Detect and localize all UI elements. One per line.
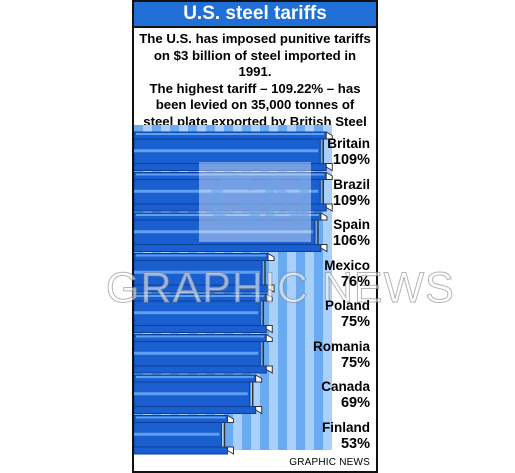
bar-chart (134, 125, 333, 455)
steel-bar-highlight (136, 376, 254, 378)
subtitle-line-4: been levied on 35,000 tonnes of (155, 97, 355, 112)
bar-category-label: Brazil (333, 176, 370, 192)
credit-text: GRAPHIC NEWS (289, 457, 370, 468)
bar-category-label: Poland (324, 298, 370, 313)
subtitle-line-3: The highest tariff – 109.22% – has (149, 80, 361, 96)
steel-bar-highlight (136, 173, 325, 176)
infographic-frame: U.S. steel tariffs The U.S. has imposed … (106, 0, 454, 473)
steel-bar-end (267, 252, 275, 293)
bar-value-label: 109% (332, 192, 370, 209)
bar-label: Finland 53% (322, 420, 370, 452)
steel-bar-web-highlight (134, 311, 259, 315)
background-stripe (314, 125, 323, 450)
watermark-logo-box (199, 162, 311, 242)
bar-label: Britain 109% (327, 136, 370, 168)
background-stripe (296, 125, 305, 450)
steel-bar-web-highlight (134, 189, 319, 193)
bar-category-label: Romania (312, 338, 370, 354)
background-stripe (305, 125, 314, 450)
steel-bar-flange (134, 446, 228, 455)
steel-bar-highlight (136, 295, 265, 297)
background-stripe (323, 125, 332, 450)
steel-bar-highlight (136, 254, 267, 257)
subtitle-line-1: The U.S. has imposed punitive tariffs (139, 31, 371, 46)
bar-label: Spain 106% (333, 217, 370, 249)
bar-category-label: Finland (322, 419, 370, 435)
bar-category-label: Spain (333, 217, 370, 232)
steel-bar-highlight (136, 214, 319, 216)
bar-value-label: 69% (340, 395, 370, 411)
steel-bar-flange (134, 325, 267, 333)
chart-subtitle: The U.S. has imposed punitive tariffs on… (136, 31, 374, 130)
steel-bar-end (226, 414, 234, 455)
bar-category-label: Mexico (324, 257, 370, 273)
steel-bar-end (265, 333, 273, 374)
bar-value-label: 106% (332, 233, 370, 249)
bar-category-label: Britain (327, 136, 370, 151)
steel-bar-flange (134, 406, 257, 414)
bar-label: Romania 75% (313, 339, 370, 371)
steel-bar-web-highlight (134, 230, 313, 234)
background-stripe (287, 125, 296, 450)
steel-bar-flange (134, 244, 322, 252)
steel-bar-web-highlight (134, 149, 319, 153)
bar-label: Canada 69% (321, 379, 370, 411)
title-bar: U.S. steel tariffs (134, 2, 376, 28)
steel-bar-end (320, 212, 328, 253)
steel-bar-web-highlight (134, 270, 261, 274)
steel-bar-flange (134, 365, 267, 374)
bar-value-label: 75% (340, 314, 370, 330)
steel-bar-highlight (136, 416, 226, 419)
steel-bar-end (265, 293, 273, 334)
bar-value-label: 53% (340, 435, 370, 452)
steel-bar-highlight (136, 133, 325, 135)
steel-bar-end (325, 131, 333, 172)
bar-value-label: 109% (332, 152, 370, 168)
bar-value-label: 76% (340, 273, 370, 290)
steel-bar-web-highlight (134, 432, 220, 436)
bar-label: Mexico 76% (324, 258, 370, 290)
steel-bar-web-highlight (134, 392, 248, 396)
bar-label: Brazil 109% (333, 177, 370, 209)
bar-label: Poland 75% (325, 298, 370, 330)
background-stripe (278, 125, 287, 450)
watermark-text: GRAPHIC NEWS (106, 264, 455, 313)
steel-bar-end (255, 374, 263, 415)
watermark-logo: GN (207, 160, 314, 243)
steel-bar-end (325, 171, 333, 212)
steel-bar-web-highlight (134, 351, 259, 355)
subtitle-line-2: on $3 billion of steel imported in 1991. (153, 47, 357, 80)
bar-category-label: Canada (321, 379, 370, 394)
subtitle-line-5: steel plate exported by British Steel (143, 113, 367, 129)
bar-value-label: 75% (340, 354, 370, 371)
chart-title: U.S. steel tariffs (183, 3, 327, 24)
steel-bar-highlight (136, 335, 265, 338)
